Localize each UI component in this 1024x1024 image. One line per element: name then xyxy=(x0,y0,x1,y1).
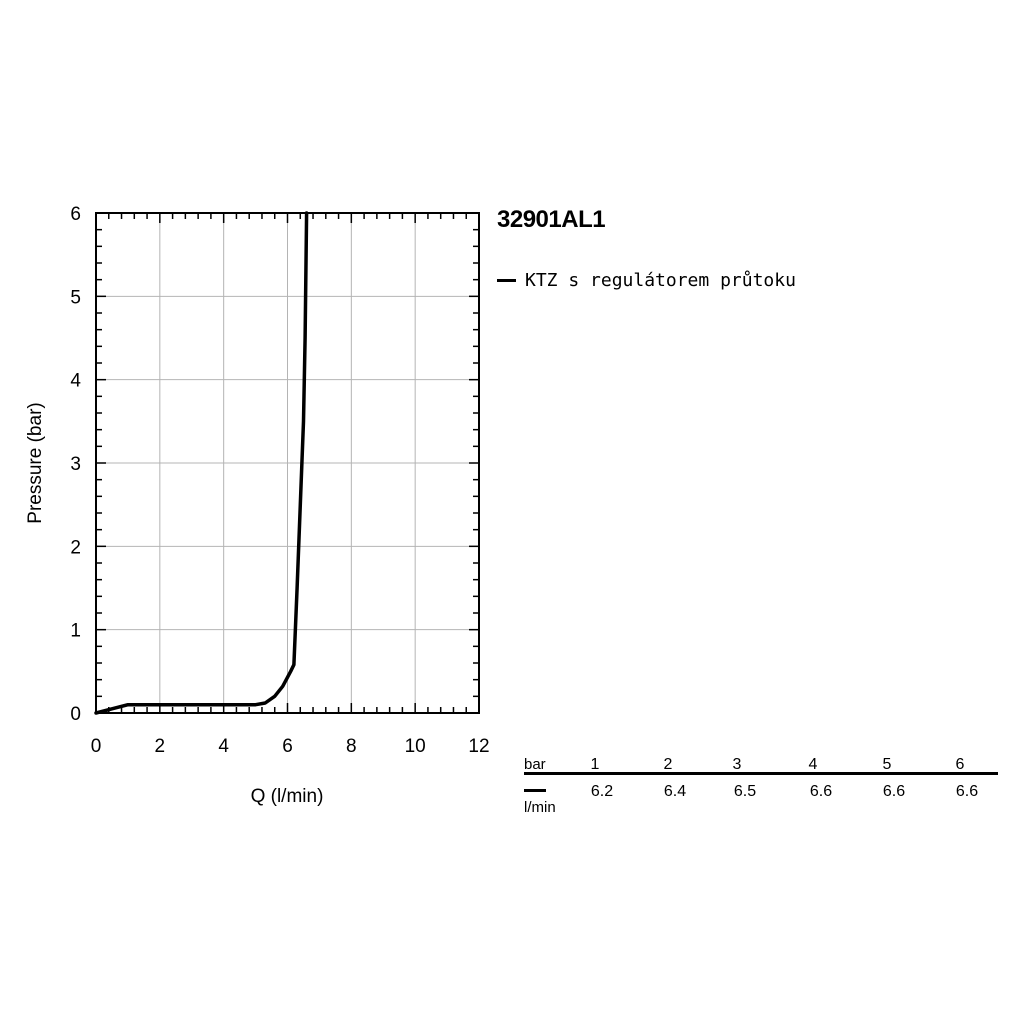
y-axis-title: Pressure (bar) xyxy=(25,402,46,523)
plot-frame xyxy=(95,212,480,714)
flow-table: bar l/min 1 2 3 4 5 6 6.2 6.4 6.5 6.6 6.… xyxy=(524,756,998,820)
x-tick-label: 6 xyxy=(282,736,293,757)
legend-swatch xyxy=(497,278,516,282)
series-layer xyxy=(94,211,309,715)
flow-table-pressure: 5 xyxy=(882,756,892,773)
flow-table-flow: 6.4 xyxy=(663,783,687,800)
x-tick-label: 8 xyxy=(346,736,357,757)
product-code: 32901AL1 xyxy=(497,206,606,233)
flow-table-pressure: 1 xyxy=(590,756,600,773)
flow-table-pressure: 3 xyxy=(732,756,742,773)
x-tick-label: 2 xyxy=(155,736,166,757)
legend-label: KTZ s regulátorem průtoku xyxy=(525,269,796,291)
flow-table-flow: 6.6 xyxy=(882,783,906,800)
y-tick-label: 6 xyxy=(70,204,81,225)
flow-table-flow: 6.6 xyxy=(955,783,979,800)
chart-grid xyxy=(96,213,479,713)
y-tick-label: 5 xyxy=(70,287,81,308)
x-axis-title: Q (l/min) xyxy=(251,786,324,807)
y-tick-label: 1 xyxy=(70,621,81,642)
x-tick-label: 12 xyxy=(468,736,489,757)
flow-table-pressure: 4 xyxy=(808,756,818,773)
y-tick-label: 0 xyxy=(70,704,81,725)
y-tick-label: 3 xyxy=(70,454,81,475)
flow-table-series-mark xyxy=(524,789,546,792)
x-tick-label: 4 xyxy=(218,736,229,757)
x-tick-label: 0 xyxy=(91,736,102,757)
y-tick-label: 2 xyxy=(70,537,81,558)
series-line xyxy=(94,211,309,715)
flow-table-flow: 6.6 xyxy=(809,783,833,800)
flow-table-rule xyxy=(524,772,998,775)
flow-table-flow: 6.2 xyxy=(590,783,614,800)
x-tick-label: 10 xyxy=(405,736,426,757)
flow-table-pressure-unit: bar xyxy=(524,756,546,773)
flow-table-pressure: 2 xyxy=(663,756,673,773)
flow-table-flow-unit: l/min xyxy=(524,799,556,816)
legend: KTZ s regulátorem průtoku xyxy=(497,268,796,292)
flow-table-flow: 6.5 xyxy=(733,783,757,800)
y-tick-label: 4 xyxy=(70,371,81,392)
flow-table-pressure: 6 xyxy=(955,756,965,773)
